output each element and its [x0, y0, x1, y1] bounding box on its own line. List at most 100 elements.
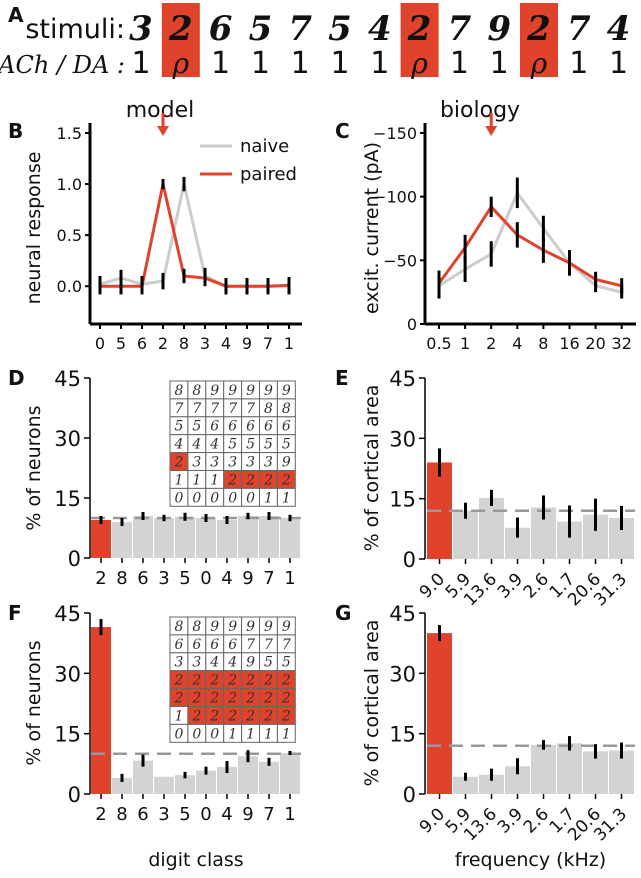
panel-e: E% of cortical area01530459.05.913.63.92… — [335, 366, 635, 610]
bar-paired — [91, 520, 111, 558]
bar — [259, 761, 279, 794]
x-tick-label: 9 — [242, 568, 253, 589]
x-tick-label: 2 — [158, 334, 168, 353]
inset-digit: 2 — [227, 708, 237, 724]
inset-digit: 0 — [192, 490, 201, 506]
inset-digit: 1 — [264, 490, 273, 506]
inset-digit: 4 — [191, 437, 201, 453]
y-tick-label: 15 — [389, 723, 416, 747]
panel-label: E — [335, 366, 349, 390]
inset-digit: 2 — [173, 673, 183, 689]
inset-digit: 1 — [264, 726, 273, 742]
modulation-value: 1 — [490, 46, 509, 81]
bar — [238, 756, 258, 794]
stimulus-digit: 4 — [607, 9, 631, 49]
inset-digit: 9 — [282, 619, 291, 635]
inset-cell — [276, 723, 296, 743]
digit-inset-grid: 8 8 9 9 9 9 96 6 6 6 7 7 73 3 4 4 9 5 52 2 2 2 2 2 22 2 2 2 2 2 21 2 2 2 2… — [169, 616, 296, 743]
inset-digit: 7 — [192, 401, 201, 417]
inset-digit: 3 — [192, 455, 201, 471]
modulation-label: ACh / DA : — [0, 51, 125, 79]
inset-digit: 3 — [228, 455, 237, 471]
x-tick-label: 32 — [612, 334, 632, 353]
inset-digit: 4 — [209, 437, 219, 453]
pairing-arrow-icon — [157, 126, 169, 136]
series-line-naive — [99, 183, 289, 288]
x-tick-label: 0.5 — [426, 334, 451, 353]
y-axis-label: neural response — [23, 152, 45, 305]
series-line-paired — [100, 183, 290, 288]
stimulus-digit: 3 — [129, 9, 153, 49]
inset-digit: 2 — [245, 673, 255, 689]
panel-label: C — [335, 119, 350, 143]
inset-digit: 4 — [227, 655, 237, 671]
paired-stimulus-highlight — [400, 3, 439, 77]
inset-digit: 2 — [281, 708, 291, 724]
bar — [154, 776, 174, 794]
bar — [259, 516, 279, 558]
modulation-value: ρ — [172, 47, 190, 80]
inset-digit: 5 — [246, 437, 255, 453]
inset-digit: 1 — [228, 726, 237, 742]
y-tick-label: 30 — [54, 427, 81, 451]
y-tick-label: 30 — [54, 662, 81, 686]
x-tick-label: 2 — [486, 334, 496, 353]
inset-digit: 1 — [246, 726, 255, 742]
bar — [112, 522, 132, 558]
inset-digit: 9 — [246, 383, 255, 399]
inset-digit: 6 — [282, 419, 291, 435]
inset-digit: 4 — [209, 655, 219, 671]
x-tick-label: 7 — [263, 568, 274, 589]
bar — [196, 770, 216, 794]
inset-digit: 3 — [174, 655, 183, 671]
y-axis-label: % of neurons — [23, 405, 45, 530]
x-tick-label: 4 — [221, 568, 232, 589]
bar — [531, 744, 556, 794]
x-tick-label: 16 — [559, 334, 579, 353]
bar — [196, 518, 216, 558]
inset-digit: 2 — [263, 691, 273, 707]
x-tick-label: 4 — [221, 334, 231, 353]
y-tick-label: 0 — [403, 783, 416, 807]
x-tick-label: 2 — [95, 804, 106, 825]
bar — [238, 516, 258, 558]
inset-digit: 9 — [264, 619, 273, 635]
inset-digit: 1 — [174, 708, 183, 724]
x-tick-label: 1 — [284, 568, 295, 589]
stimulus-digit: 2 — [526, 9, 551, 49]
panel-g: G % of cortical area frequency (kHz) 0 15 30 4… — [335, 601, 635, 871]
inset-digit: 2 — [263, 673, 273, 689]
inset-digit: 2 — [245, 708, 255, 724]
digit-inset-grid: 8 8 9 9 9 9 97 7 7 7 7 8 85 5 6 6 6 6 64 4 4 5 5 5 52 3 3 3 3 3 91 1 1 2 2… — [169, 380, 296, 507]
x-tick-label: 3 — [158, 804, 169, 825]
inset-digit: 1 — [282, 490, 291, 506]
inset-digit: 2 — [281, 691, 291, 707]
inset-digit: 3 — [192, 655, 201, 671]
x-tick-label: 2 — [95, 568, 106, 589]
panel-label: D — [8, 366, 25, 390]
inset-digit: 2 — [263, 472, 273, 488]
x-tick-label: 8 — [116, 804, 127, 825]
x-tick-label: 8 — [538, 334, 548, 353]
series-line-paired — [437, 204, 623, 288]
column-title-biology: biology — [440, 98, 520, 123]
inset-digit: 1 — [282, 726, 291, 742]
modulation-value: 1 — [291, 46, 310, 81]
modulation-value: 1 — [609, 46, 628, 81]
inset-digit: 5 — [282, 437, 291, 453]
inset-digit: 5 — [174, 419, 183, 435]
bar — [154, 518, 174, 558]
inset-digit: 6 — [210, 637, 219, 653]
y-tick-label: 45 — [389, 367, 416, 391]
inset-digit: 9 — [246, 655, 255, 671]
y-tick-label: 15 — [389, 488, 416, 512]
inset-digit: 6 — [210, 419, 219, 435]
stimulus-digit: 2 — [168, 9, 193, 49]
inset-digit: 2 — [245, 691, 255, 707]
x-tick-label: 8 — [179, 334, 189, 353]
inset-digit: 5 — [282, 655, 291, 671]
modulation-value: 1 — [569, 46, 588, 81]
